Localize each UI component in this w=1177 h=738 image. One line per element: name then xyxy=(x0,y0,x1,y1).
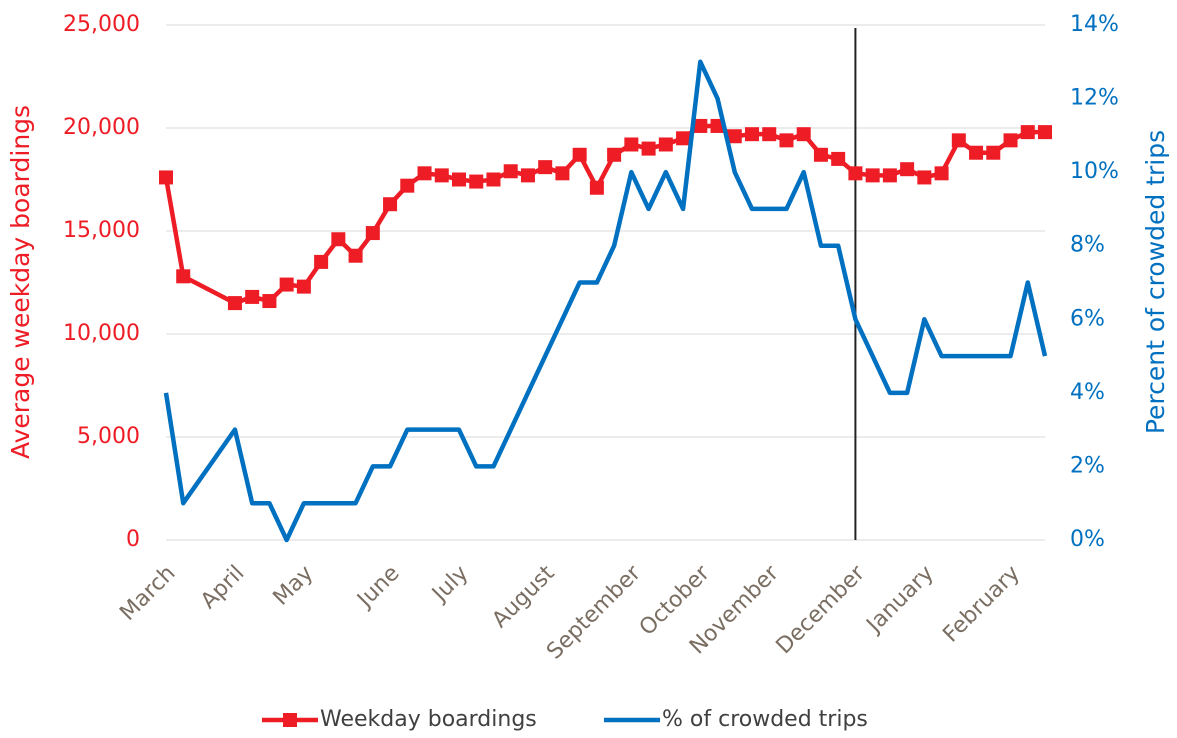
point-marker xyxy=(900,162,915,177)
y-tick-label: 10,000 xyxy=(63,321,140,346)
point-marker xyxy=(417,166,432,181)
point-marker xyxy=(934,166,949,181)
y2-tick-label: 10% xyxy=(1070,159,1119,184)
x-tick-label: February xyxy=(938,561,1025,648)
point-marker xyxy=(520,168,535,183)
point-marker xyxy=(865,168,880,183)
y2-tick-label: 14% xyxy=(1070,12,1119,37)
y2-tick-label: 12% xyxy=(1070,86,1119,111)
point-marker xyxy=(676,131,691,146)
point-marker xyxy=(555,166,570,181)
point-marker xyxy=(745,127,759,142)
point-marker xyxy=(658,137,673,152)
point-marker xyxy=(1038,125,1052,140)
point-marker xyxy=(279,277,294,292)
y-tick-label: 15,000 xyxy=(63,218,140,243)
point-marker xyxy=(486,172,501,187)
point-marker xyxy=(607,147,622,162)
y2-tick-label: 0% xyxy=(1070,527,1105,552)
point-marker xyxy=(848,166,863,181)
point-marker xyxy=(227,296,242,311)
point-marker xyxy=(969,145,984,160)
x-tick-label: April xyxy=(196,561,249,614)
point-marker xyxy=(762,127,777,142)
point-marker xyxy=(693,118,708,133)
legend-label: Weekday boardings xyxy=(320,707,537,732)
point-marker xyxy=(951,133,966,148)
legend-marker xyxy=(283,713,297,727)
point-marker xyxy=(434,168,449,183)
point-marker xyxy=(986,145,1001,160)
point-marker xyxy=(176,269,191,284)
point-marker xyxy=(331,232,346,247)
y-tick-label: 0 xyxy=(126,527,140,552)
y2-tick-label: 2% xyxy=(1070,453,1105,478)
point-marker xyxy=(383,197,398,212)
point-marker xyxy=(1020,125,1035,140)
point-marker xyxy=(469,174,484,189)
point-marker xyxy=(245,289,260,304)
point-marker xyxy=(624,137,639,152)
y2-tick-label: 6% xyxy=(1070,306,1105,331)
point-marker xyxy=(296,279,311,294)
point-marker xyxy=(348,248,363,263)
point-marker xyxy=(779,133,794,148)
point-marker xyxy=(641,141,656,156)
point-marker xyxy=(400,178,415,193)
point-marker xyxy=(538,160,553,175)
point-marker xyxy=(727,129,742,144)
point-marker xyxy=(589,180,604,195)
x-tick-label: March xyxy=(115,561,180,626)
x-tick-label: September xyxy=(542,560,646,664)
point-marker xyxy=(831,151,846,166)
x-tick-label: June xyxy=(352,561,405,614)
y2-axis-label: Percent of crowded trips xyxy=(1141,130,1170,434)
point-marker xyxy=(917,170,932,185)
point-marker xyxy=(159,170,173,185)
point-marker xyxy=(314,254,329,269)
point-marker xyxy=(882,168,897,183)
point-marker xyxy=(572,147,587,162)
series-line xyxy=(163,59,1048,543)
y-tick-label: 20,000 xyxy=(63,115,140,140)
point-marker xyxy=(452,172,466,187)
legend-label: % of crowded trips xyxy=(662,707,868,732)
point-marker xyxy=(813,147,828,162)
x-tick-label: August xyxy=(488,561,560,633)
point-marker xyxy=(796,127,811,142)
y2-tick-label: 8% xyxy=(1070,233,1105,258)
x-tick-label: May xyxy=(269,561,319,611)
point-marker xyxy=(365,226,380,241)
y-axis-label: Average weekday boardings xyxy=(6,105,35,459)
point-marker xyxy=(262,294,277,309)
y-tick-label: 5,000 xyxy=(77,424,140,449)
series-line xyxy=(163,123,1045,306)
x-tick-label: July xyxy=(426,561,473,608)
y-tick-label: 25,000 xyxy=(63,12,140,37)
x-tick-label: January xyxy=(861,561,939,639)
point-marker xyxy=(1003,133,1018,148)
point-marker xyxy=(503,164,518,179)
x-tick-label: December xyxy=(772,560,871,659)
y2-tick-label: 4% xyxy=(1070,380,1105,405)
